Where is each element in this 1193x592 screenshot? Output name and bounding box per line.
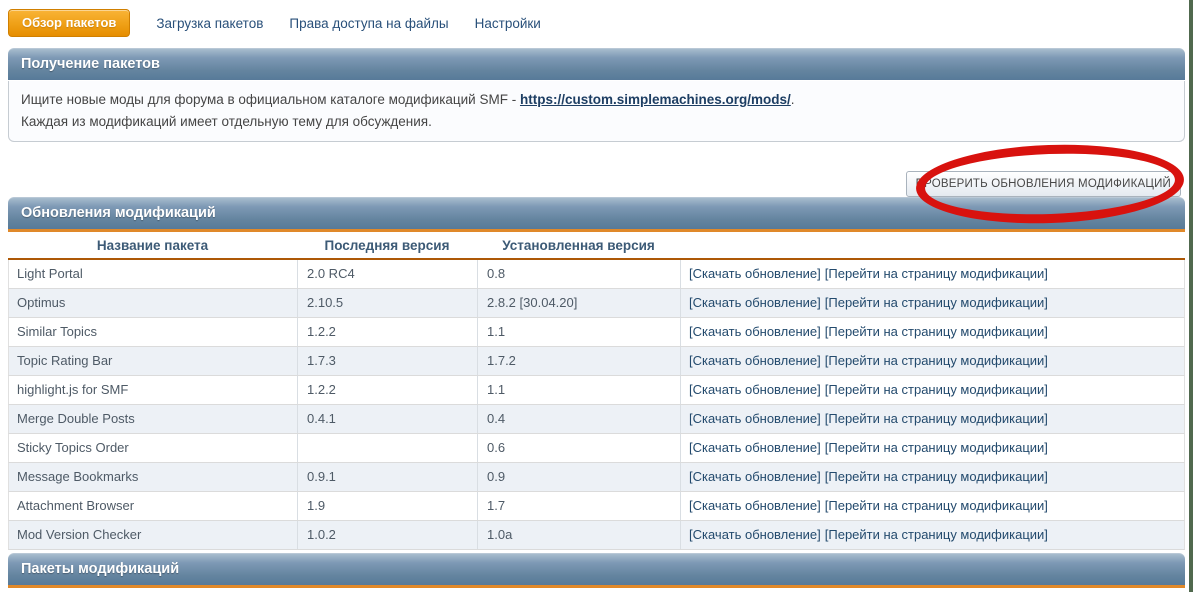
table-row: highlight.js for SMF 1.2.2 1.1 [Скачать … [8,376,1185,405]
latest-version: 1.2.2 [298,376,478,404]
package-name: highlight.js for SMF [9,376,298,404]
row-actions: [Скачать обновление] [Перейти на страницу… [681,376,1184,404]
latest-version: 0.4.1 [298,405,478,433]
latest-version: 1.2.2 [298,318,478,346]
get-packages-info-box: Ищите новые моды для форума в официально… [8,81,1185,142]
tab-package-upload[interactable]: Загрузка пакетов [156,15,264,31]
row-actions: [Скачать обновление] [Перейти на страницу… [681,347,1184,375]
latest-version: 2.10.5 [298,289,478,317]
latest-version: 1.7.3 [298,347,478,375]
latest-version: 0.9.1 [298,463,478,491]
goto-mod-page-link[interactable]: [Перейти на страницу модификации] [824,266,1048,281]
table-row: Similar Topics 1.2.2 1.1 [Скачать обновл… [8,318,1185,347]
screen-edge-strip [1189,0,1193,592]
column-header-installed-version: Установленная версия [502,237,655,253]
row-actions: [Скачать обновление] [Перейти на страницу… [681,405,1184,433]
tab-package-overview[interactable]: Обзор пакетов [8,9,131,37]
info-line-2: Каждая из модификаций имеет отдельную те… [21,114,432,129]
latest-version: 2.0 RC4 [298,260,478,288]
section-header-mod-packages: Пакеты модификаций [8,553,1185,585]
updates-table-body: Light Portal 2.0 RC4 0.8 [Скачать обновл… [8,260,1185,550]
goto-mod-page-link[interactable]: [Перейти на страницу модификации] [824,324,1048,339]
installed-version: 1.7 [478,492,681,520]
row-actions: [Скачать обновление] [Перейти на страницу… [681,260,1184,288]
goto-mod-page-link[interactable]: [Перейти на страницу модификации] [824,382,1048,397]
table-row: Sticky Topics Order 0.6 [Скачать обновле… [8,434,1185,463]
info-line-1-period: . [790,92,795,107]
installed-version: 0.8 [478,260,681,288]
table-row: Message Bookmarks 0.9.1 0.9 [Скачать обн… [8,463,1185,492]
goto-mod-page-link[interactable]: [Перейти на страницу модификации] [824,498,1048,513]
download-update-link[interactable]: [Скачать обновление] [689,440,821,455]
download-update-link[interactable]: [Скачать обновление] [689,382,821,397]
row-actions: [Скачать обновление] [Перейти на страницу… [681,289,1184,317]
section-header-mod-updates: Обновления модификаций [8,197,1185,229]
column-header-latest-version: Последняя версия [324,237,450,253]
package-name: Topic Rating Bar [9,347,298,375]
section-header-get-packages: Получение пакетов [8,48,1185,80]
download-update-link[interactable]: [Скачать обновление] [689,498,821,513]
package-manager-tabs: Обзор пакетов Загрузка пакетов Права дос… [8,9,541,37]
package-name: Attachment Browser [9,492,298,520]
latest-version: 1.0.2 [298,521,478,549]
check-mod-updates-button[interactable]: ПРОВЕРИТЬ ОБНОВЛЕНИЯ МОДИФИКАЦИЙ [905,171,1181,197]
row-actions: [Скачать обновление] [Перейти на страницу… [681,492,1184,520]
download-update-link[interactable]: [Скачать обновление] [689,527,821,542]
package-name: Merge Double Posts [9,405,298,433]
mods-catalog-link[interactable]: https://custom.simplemachines.org/mods/ [519,92,791,107]
table-row: Topic Rating Bar 1.7.3 1.7.2 [Скачать об… [8,347,1185,376]
download-update-link[interactable]: [Скачать обновление] [689,295,821,310]
package-name: Optimus [9,289,298,317]
tab-settings[interactable]: Настройки [474,15,541,31]
package-name: Sticky Topics Order [9,434,298,462]
table-row: Light Portal 2.0 RC4 0.8 [Скачать обновл… [8,260,1185,289]
goto-mod-page-link[interactable]: [Перейти на страницу модификации] [824,295,1048,310]
table-row: Mod Version Checker 1.0.2 1.0a [Скачать … [8,521,1185,550]
orange-divider-bottom [8,585,1185,588]
goto-mod-page-link[interactable]: [Перейти на страницу модификации] [824,440,1048,455]
info-line-1-text: Ищите новые моды для форума в официально… [21,92,520,107]
table-row: Attachment Browser 1.9 1.7 [Скачать обно… [8,492,1185,521]
goto-mod-page-link[interactable]: [Перейти на страницу модификации] [824,353,1048,368]
download-update-link[interactable]: [Скачать обновление] [689,324,821,339]
package-name: Light Portal [9,260,298,288]
column-header-package-name: Название пакета [96,237,209,253]
table-row: Optimus 2.10.5 2.8.2 [30.04.20] [Скачать… [8,289,1185,318]
tab-file-permissions[interactable]: Права доступа на файлы [289,15,449,31]
goto-mod-page-link[interactable]: [Перейти на страницу модификации] [824,469,1048,484]
row-actions: [Скачать обновление] [Перейти на страницу… [681,434,1184,462]
installed-version: 1.1 [478,376,681,404]
updates-table-header: Название пакета Последняя версия Установ… [8,232,1185,258]
installed-version: 1.7.2 [478,347,681,375]
installed-version: 2.8.2 [30.04.20] [478,289,681,317]
package-name: Similar Topics [9,318,298,346]
row-actions: [Скачать обновление] [Перейти на страницу… [681,521,1184,549]
goto-mod-page-link[interactable]: [Перейти на страницу модификации] [824,411,1048,426]
goto-mod-page-link[interactable]: [Перейти на страницу модификации] [824,527,1048,542]
table-row: Merge Double Posts 0.4.1 0.4 [Скачать об… [8,405,1185,434]
installed-version: 0.4 [478,405,681,433]
installed-version: 1.0a [478,521,681,549]
package-name: Message Bookmarks [9,463,298,491]
orange-divider-top [8,229,1185,232]
installed-version: 0.9 [478,463,681,491]
installed-version: 1.1 [478,318,681,346]
download-update-link[interactable]: [Скачать обновление] [689,469,821,484]
download-update-link[interactable]: [Скачать обновление] [689,411,821,426]
info-line-1: Ищите новые моды для форума в официально… [21,89,1172,111]
row-actions: [Скачать обновление] [Перейти на страницу… [681,463,1184,491]
installed-version: 0.6 [478,434,681,462]
package-name: Mod Version Checker [9,521,298,549]
latest-version: 1.9 [298,492,478,520]
row-actions: [Скачать обновление] [Перейти на страницу… [681,318,1184,346]
download-update-link[interactable]: [Скачать обновление] [689,266,821,281]
latest-version [298,434,478,462]
orange-divider-header [8,258,1185,260]
download-update-link[interactable]: [Скачать обновление] [689,353,821,368]
